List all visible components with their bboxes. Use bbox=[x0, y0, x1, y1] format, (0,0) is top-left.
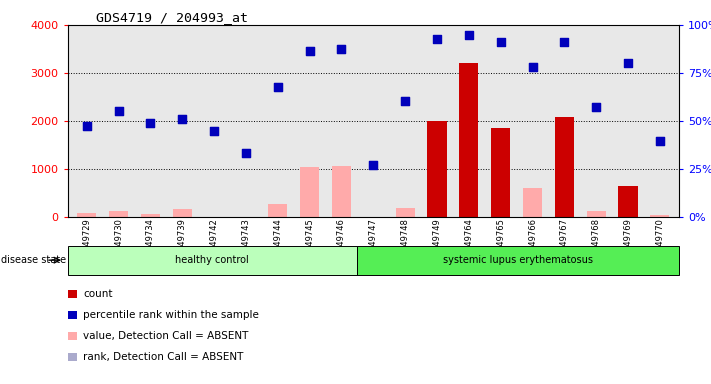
Bar bbox=[300, 167, 319, 217]
Point bbox=[527, 64, 538, 70]
Point bbox=[368, 162, 379, 168]
Point bbox=[304, 48, 315, 55]
Point bbox=[368, 162, 379, 168]
Text: count: count bbox=[83, 289, 112, 299]
Text: systemic lupus erythematosus: systemic lupus erythematosus bbox=[443, 255, 593, 265]
Bar bbox=[491, 128, 510, 217]
Point bbox=[304, 48, 315, 55]
Bar bbox=[332, 166, 351, 217]
Point bbox=[495, 39, 506, 45]
Point bbox=[463, 31, 474, 38]
Bar bbox=[459, 63, 479, 217]
Point bbox=[240, 150, 252, 156]
Point bbox=[400, 98, 411, 104]
Point bbox=[144, 120, 156, 126]
Point bbox=[559, 39, 570, 45]
Bar bbox=[357, 246, 679, 275]
Point bbox=[527, 64, 538, 70]
Point bbox=[336, 46, 347, 53]
Point bbox=[176, 116, 188, 122]
Point bbox=[591, 104, 602, 110]
Bar bbox=[68, 246, 357, 275]
Point bbox=[591, 104, 602, 110]
Point bbox=[208, 127, 220, 134]
Point bbox=[81, 123, 92, 129]
Bar bbox=[109, 211, 128, 217]
Bar bbox=[77, 213, 96, 217]
Point bbox=[208, 127, 220, 134]
Bar bbox=[587, 211, 606, 217]
Point bbox=[654, 138, 665, 144]
Point bbox=[81, 123, 92, 129]
Bar bbox=[173, 209, 192, 217]
Point bbox=[432, 36, 443, 43]
Point bbox=[144, 120, 156, 126]
Point bbox=[400, 98, 411, 104]
Text: disease state: disease state bbox=[1, 255, 67, 265]
Point bbox=[272, 84, 284, 91]
Bar bbox=[395, 209, 415, 217]
Bar bbox=[555, 117, 574, 217]
Point bbox=[336, 46, 347, 53]
Point bbox=[113, 108, 124, 114]
Bar bbox=[268, 205, 287, 217]
Bar bbox=[523, 188, 542, 217]
Point bbox=[176, 116, 188, 122]
Bar bbox=[619, 186, 638, 217]
Point bbox=[654, 138, 665, 144]
Point bbox=[240, 150, 252, 156]
Text: percentile rank within the sample: percentile rank within the sample bbox=[83, 310, 259, 320]
Text: GDS4719 / 204993_at: GDS4719 / 204993_at bbox=[96, 12, 248, 25]
Text: rank, Detection Call = ABSENT: rank, Detection Call = ABSENT bbox=[83, 352, 244, 362]
Bar bbox=[141, 214, 160, 217]
Text: value, Detection Call = ABSENT: value, Detection Call = ABSENT bbox=[83, 331, 249, 341]
Bar bbox=[427, 121, 447, 217]
Bar bbox=[651, 215, 670, 217]
Point bbox=[113, 108, 124, 114]
Point bbox=[622, 60, 634, 66]
Point bbox=[272, 84, 284, 91]
Text: healthy control: healthy control bbox=[176, 255, 250, 265]
